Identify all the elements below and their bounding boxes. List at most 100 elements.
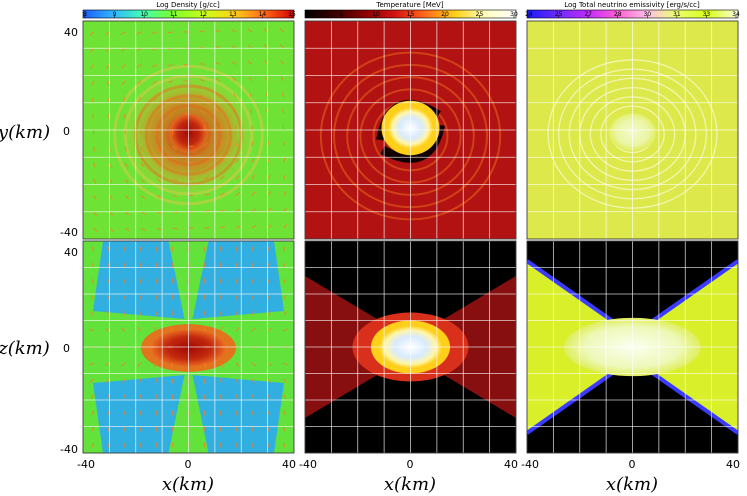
- grid-lines: [527, 241, 738, 453]
- grid-lines: [83, 21, 294, 239]
- velocity-vector: [154, 310, 158, 316]
- velocity-vector: [156, 146, 160, 152]
- velocity-vector: [136, 47, 142, 52]
- velocity-vector: [140, 227, 146, 231]
- heatmap-field: [305, 241, 516, 453]
- velocity-vector: [108, 178, 113, 184]
- colorbar-tick-label: 15: [407, 11, 415, 18]
- y-tick-top-40: 40: [64, 26, 78, 39]
- velocity-vector: [93, 211, 98, 216]
- velocity-vector: [89, 311, 94, 316]
- colorbar-density: Log Density [g/cc] 8 9 10 11 12 13 14 15: [82, 1, 296, 19]
- velocity-vector: [283, 378, 288, 383]
- velocity-vector: [93, 178, 97, 184]
- velocity-vector: [139, 294, 142, 300]
- velocity-vector: [281, 92, 284, 98]
- velocity-vector: [219, 426, 222, 432]
- velocity-vector: [123, 410, 126, 416]
- colorbar-temperature-label: Temperature [MeV]: [375, 1, 443, 9]
- velocity-vector: [219, 394, 222, 400]
- velocity-vector: [124, 195, 130, 200]
- velocity-vector: [139, 262, 142, 268]
- heatmap-field: [83, 21, 294, 239]
- velocity-vector: [251, 157, 255, 163]
- y-tick-top-0: 0: [63, 125, 70, 138]
- colorbar-temperature-ticks: 0 5 10 15 20 25 30: [305, 11, 518, 18]
- colorbar-emissivity-bar: [526, 9, 739, 19]
- y-tick-top-neg40: -40: [60, 226, 78, 239]
- velocity-vector: [267, 174, 271, 180]
- velocity-vector: [93, 162, 96, 168]
- velocity-vector: [251, 191, 256, 196]
- velocity-vector: [90, 278, 95, 284]
- velocity-vector: [108, 195, 113, 200]
- grid-lines: [305, 21, 516, 239]
- velocity-vector: [282, 141, 285, 147]
- velocity-vector: [105, 31, 110, 36]
- velocity-vector: [140, 146, 144, 152]
- x-tick-left-neg40: -40: [77, 458, 95, 471]
- heatmap-panel-emissivity-xz: [526, 240, 739, 454]
- panel-frame: [82, 20, 295, 240]
- velocity-vector: [124, 178, 129, 184]
- x-tick-left-0: 0: [185, 458, 192, 471]
- velocity-vector: [151, 31, 158, 35]
- velocity-vector: [122, 294, 126, 300]
- velocity-vector: [235, 294, 238, 300]
- colorbar-density-bar: [82, 9, 295, 19]
- colorbar-tick-label: 14: [259, 11, 267, 18]
- velocity-vector: [122, 310, 126, 316]
- heatmap-panel-temperature-xy: [304, 20, 517, 240]
- velocity-vector: [251, 208, 257, 213]
- velocity-vector: [203, 378, 206, 384]
- velocity-vector: [124, 211, 130, 216]
- velocity-vector: [170, 362, 174, 368]
- velocity-vector: [267, 310, 272, 316]
- velocity-vector: [172, 145, 177, 151]
- velocity-vector: [247, 28, 253, 33]
- velocity-vector: [280, 76, 284, 82]
- colorbar-tick-label: 27: [584, 11, 592, 18]
- velocity-vector: [152, 64, 158, 68]
- velocity-vector: [138, 378, 142, 384]
- velocity-vector: [91, 246, 95, 252]
- velocity-vector: [155, 426, 158, 432]
- velocity-vector: [280, 60, 284, 65]
- velocity-vector: [152, 80, 158, 85]
- x-tick-mid-40: 40: [504, 458, 518, 471]
- colorbar-tick-label: 8: [83, 11, 87, 18]
- velocity-vector: [136, 31, 142, 35]
- velocity-vector: [124, 146, 127, 152]
- velocity-vector: [235, 225, 241, 229]
- velocity-vector: [172, 178, 178, 182]
- x-axis-title-right: x(km): [606, 474, 658, 495]
- velocity-vector: [250, 108, 253, 114]
- x-tick-right-neg40: -40: [521, 458, 539, 471]
- velocity-vector: [251, 442, 254, 448]
- velocity-vector: [235, 278, 238, 284]
- velocity-vector: [235, 246, 238, 252]
- velocity-vector: [121, 80, 126, 86]
- velocity-vector: [123, 426, 126, 432]
- velocity-vector: [92, 113, 95, 119]
- velocity-vector: [282, 108, 284, 114]
- velocity-vector: [283, 328, 289, 332]
- velocity-vector: [219, 378, 223, 384]
- velocity-vector: [263, 28, 268, 33]
- colorbar-tick-label: 0: [305, 11, 309, 18]
- velocity-vector: [170, 326, 174, 332]
- velocity-vector: [172, 227, 178, 230]
- density-polar-lobe: [192, 241, 284, 319]
- colorbar-tick-label: 25: [555, 11, 563, 18]
- panel-frame: [526, 240, 739, 454]
- y-tick-bottom-neg40: -40: [60, 443, 78, 456]
- velocity-vector: [219, 141, 223, 147]
- panel-grid: [82, 20, 739, 454]
- velocity-vector: [122, 97, 126, 103]
- velocity-vector: [235, 158, 240, 164]
- velocity-vector: [283, 362, 289, 366]
- velocity-vector: [248, 76, 253, 82]
- velocity-vector: [215, 77, 221, 82]
- velocity-vector: [203, 326, 207, 332]
